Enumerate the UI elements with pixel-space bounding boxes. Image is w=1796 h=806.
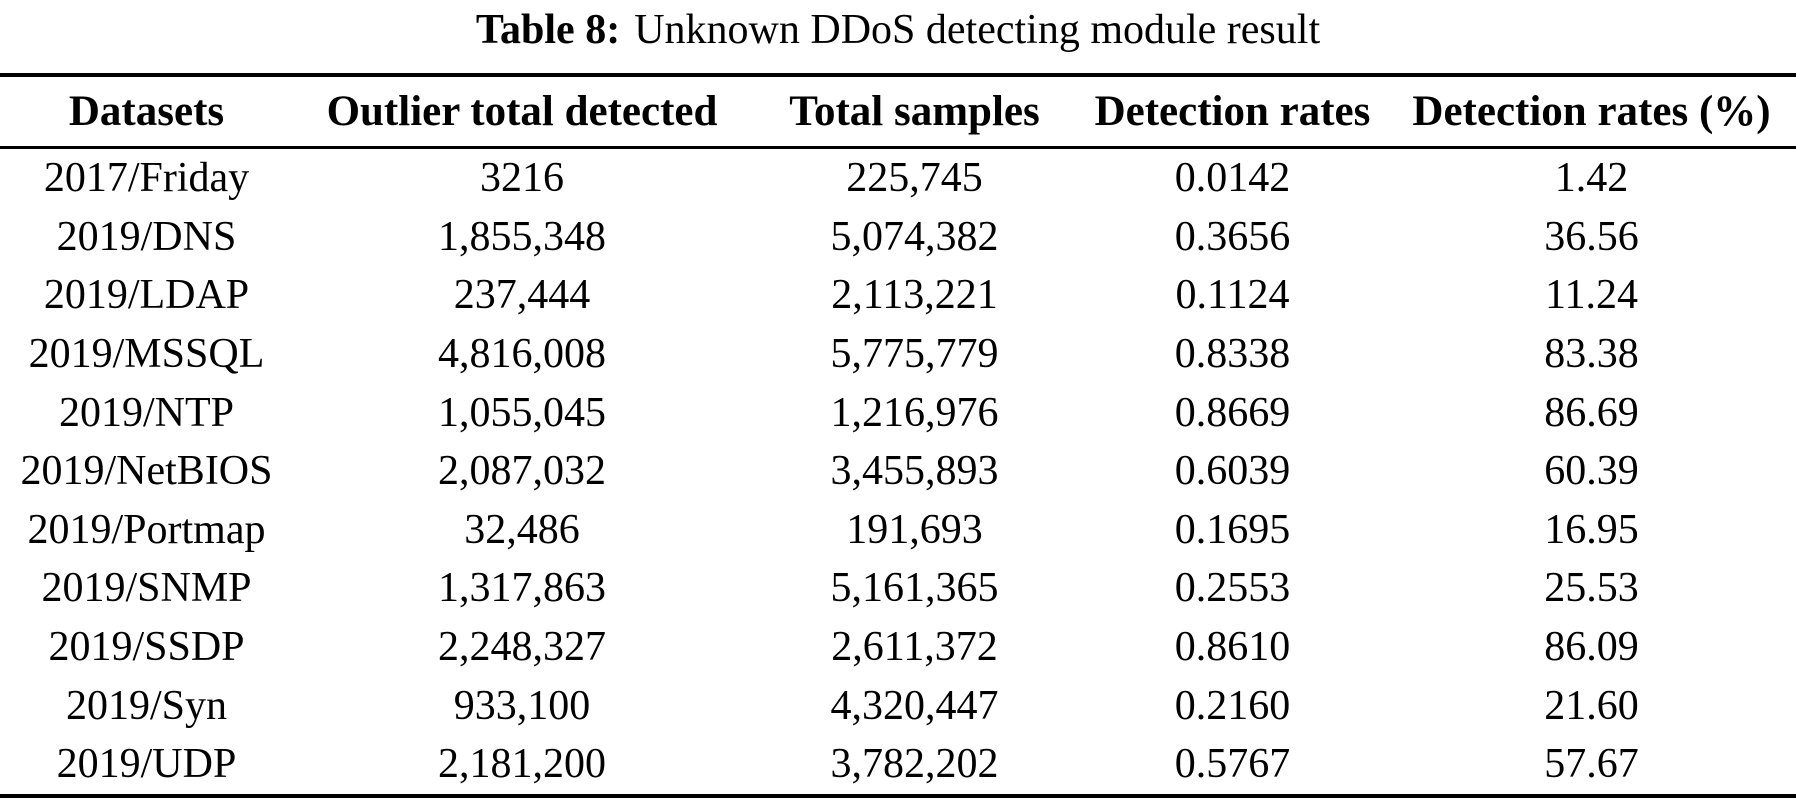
- value-cell: 2,248,327: [438, 624, 606, 671]
- value-cell: 1.42: [1554, 155, 1629, 202]
- value-cell: 32,486: [464, 506, 580, 553]
- value-cell: 60.39: [1544, 448, 1639, 495]
- value-cell: 1,855,348: [438, 213, 606, 260]
- column-header: Outlier total detected: [326, 88, 718, 135]
- value-cell: 0.8610: [1174, 624, 1291, 671]
- dataset-cell: 2019/MSSQL: [28, 331, 265, 378]
- column-header: Total samples: [789, 88, 1040, 135]
- dataset-cell: 2019/Portmap: [27, 506, 266, 553]
- table-row: 2019/DNS 1,855,348 5,074,382 0.3656 36.56: [0, 208, 1796, 267]
- dataset-cell: 2019/SSDP: [48, 624, 245, 671]
- dataset-cell: 2019/DNS: [56, 213, 237, 260]
- table-row: 2019/UDP 2,181,200 3,782,202 0.5767 57.67: [0, 735, 1796, 796]
- table-header: Datasets Outlier total detected Total samp…: [0, 75, 1796, 148]
- header-row: Datasets Outlier total detected Total samp…: [0, 75, 1796, 148]
- table-row: 2017/Friday 3216 225,745 0.0142 1.42: [0, 148, 1796, 208]
- value-cell: 0.1124: [1175, 272, 1290, 319]
- value-cell: 0.8669: [1174, 389, 1291, 436]
- value-cell: 3,782,202: [830, 741, 999, 788]
- value-cell: 3,455,893: [830, 448, 999, 495]
- value-cell: 933,100: [453, 682, 591, 729]
- table-row: 2019/Portmap 32,486 191,693 0.1695 16.95: [0, 501, 1796, 560]
- value-cell: 3216: [480, 155, 564, 202]
- value-cell: 0.6039: [1174, 448, 1291, 495]
- dataset-cell: 2019/NetBIOS: [20, 448, 273, 495]
- table-number-label: Table 8:: [475, 7, 621, 53]
- column-header: Datasets: [68, 88, 225, 135]
- value-cell: 0.8338: [1174, 331, 1291, 378]
- value-cell: 5,775,779: [830, 331, 999, 378]
- dataset-cell: 2019/UDP: [56, 741, 237, 788]
- value-cell: 0.0142: [1174, 155, 1291, 202]
- table-row: 2019/NetBIOS 2,087,032 3,455,893 0.6039 60.3…: [0, 442, 1796, 501]
- column-header: Detection rates (%): [1412, 88, 1771, 135]
- value-cell: 57.67: [1544, 741, 1639, 788]
- value-cell: 1,055,045: [438, 389, 606, 436]
- value-cell: 0.3656: [1174, 213, 1291, 260]
- value-cell: 0.2553: [1174, 565, 1291, 612]
- value-cell: 2,113,221: [831, 272, 998, 319]
- value-cell: 1,317,863: [438, 565, 606, 612]
- table-row: 2019/MSSQL 4,816,008 5,775,779 0.8338 83.38: [0, 325, 1796, 384]
- value-cell: 11.24: [1545, 272, 1638, 319]
- value-cell: 0.1695: [1174, 506, 1291, 553]
- value-cell: 2,611,372: [831, 624, 998, 671]
- column-header: Detection rates: [1094, 88, 1371, 135]
- table-body: 2017/Friday 3216 225,745 0.0142 1.42 2019/DNS…: [0, 148, 1796, 796]
- table-row: 2019/LDAP 237,444 2,113,221 0.1124 11.24: [0, 266, 1796, 325]
- dataset-cell: 2017/Friday: [43, 155, 250, 202]
- value-cell: 2,087,032: [438, 448, 606, 495]
- value-cell: 225,745: [846, 155, 983, 202]
- value-cell: 86.09: [1544, 624, 1639, 671]
- value-cell: 1,216,976: [830, 389, 999, 436]
- value-cell: 21.60: [1544, 682, 1639, 729]
- value-cell: 237,444: [453, 272, 591, 319]
- value-cell: 25.53: [1544, 565, 1639, 612]
- dataset-cell: 2019/SNMP: [41, 565, 252, 612]
- value-cell: 191,693: [846, 506, 983, 553]
- value-cell: 0.2160: [1174, 682, 1291, 729]
- table-caption: Table 8: Unknown DDoS detecting module re…: [0, 0, 1796, 73]
- caption-text: Unknown DDoS detecting module result: [634, 7, 1321, 53]
- results-table: Datasets Outlier total detected Total samp…: [0, 73, 1796, 798]
- value-cell: 5,074,382: [830, 213, 999, 260]
- dataset-cell: 2019/Syn: [65, 682, 228, 729]
- dataset-cell: 2019/LDAP: [43, 272, 250, 319]
- table-row: 2019/SSDP 2,248,327 2,611,372 0.8610 86.09: [0, 618, 1796, 677]
- value-cell: 2,181,200: [438, 741, 606, 788]
- value-cell: 86.69: [1544, 389, 1639, 436]
- value-cell: 5,161,365: [830, 565, 999, 612]
- value-cell: 4,320,447: [830, 682, 999, 729]
- table-row: 2019/Syn 933,100 4,320,447 0.2160 21.60: [0, 676, 1796, 735]
- table-row: 2019/SNMP 1,317,863 5,161,365 0.2553 25.53: [0, 559, 1796, 618]
- value-cell: 83.38: [1544, 331, 1639, 378]
- value-cell: 16.95: [1544, 506, 1639, 553]
- value-cell: 0.5767: [1174, 741, 1291, 788]
- value-cell: 36.56: [1544, 213, 1639, 260]
- table-row: 2019/NTP 1,055,045 1,216,976 0.8669 86.69: [0, 383, 1796, 442]
- dataset-cell: 2019/NTP: [58, 389, 234, 436]
- value-cell: 4,816,008: [438, 331, 606, 378]
